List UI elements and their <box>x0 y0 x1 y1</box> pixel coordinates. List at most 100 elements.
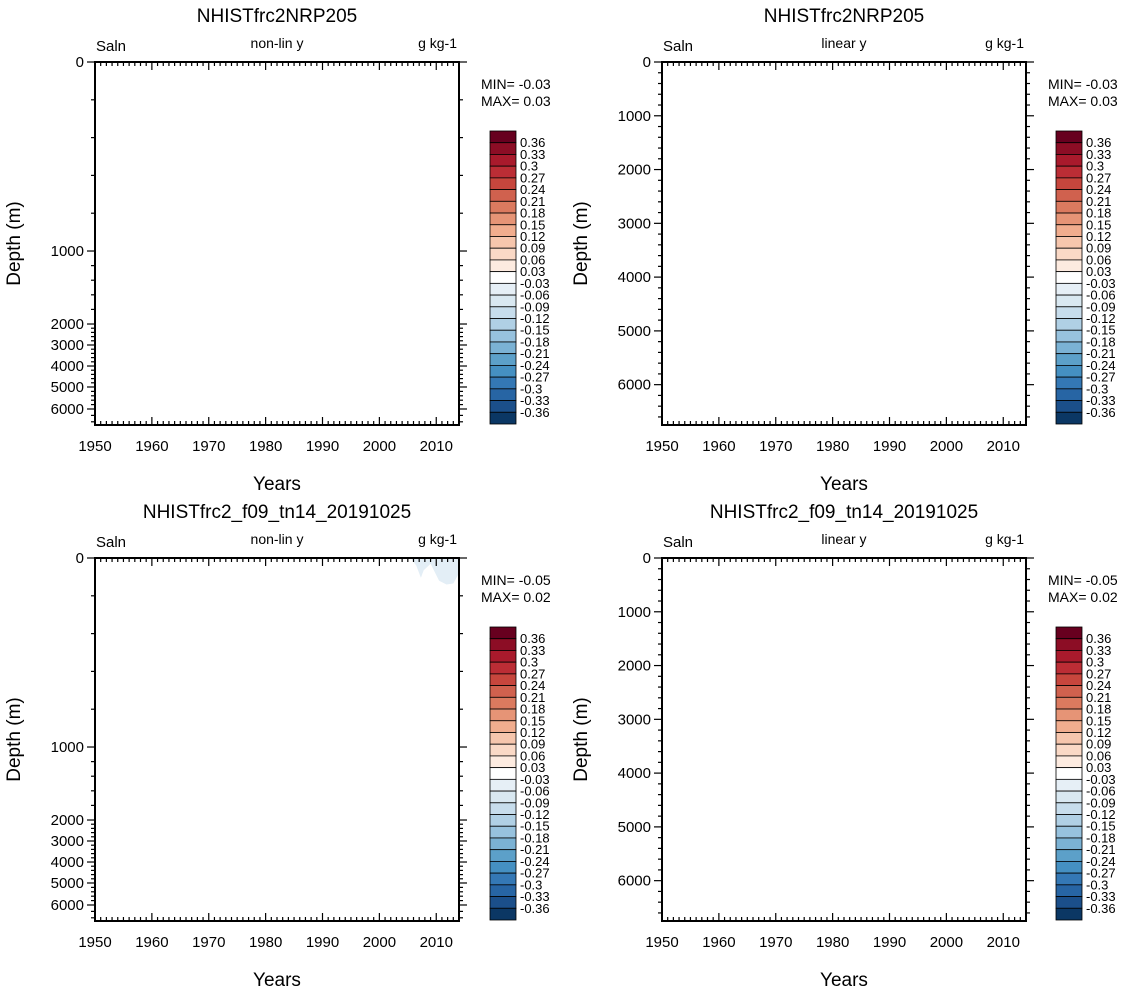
colorbar-swatch <box>489 130 517 144</box>
colorbar-label: 0.36 <box>520 135 545 150</box>
colorbar-swatch <box>1055 861 1083 874</box>
colorbar-swatch <box>1055 907 1083 921</box>
colorbar-label: -0.33 <box>1086 393 1116 408</box>
colorbar: 0.360.330.30.270.240.210.180.150.120.090… <box>1055 626 1116 921</box>
x-tick-label: 1960 <box>135 438 168 455</box>
x-tick-label: 1950 <box>78 934 111 951</box>
colorbar-swatch <box>489 411 517 425</box>
colorbar-swatch <box>1055 259 1083 273</box>
colorbar-label: 0.12 <box>1086 725 1111 740</box>
panel-3: NHISTfrc2_f09_tn14_20191025 Saln non-lin y… <box>4 502 551 991</box>
colorbar-label: 0.33 <box>520 643 545 658</box>
y-tick-label: 5000 <box>618 323 651 340</box>
y-tick-label: 5000 <box>51 875 84 892</box>
colorbar-swatch <box>1055 661 1083 675</box>
x-axis-title: Years <box>820 970 868 991</box>
colorbar-label: 0.15 <box>1086 217 1111 232</box>
colorbar-swatch <box>1055 790 1083 804</box>
x-tick-label: 2000 <box>930 934 963 951</box>
colorbar-swatch <box>489 825 517 839</box>
min-value-label: MIN= -0.03 <box>481 76 551 92</box>
colorbar-label: 0.36 <box>1086 631 1111 646</box>
colorbar-label: -0.12 <box>520 807 550 822</box>
max-value-label: MAX= 0.03 <box>1048 93 1118 109</box>
y-tick-label: 2000 <box>618 162 651 179</box>
colorbar-label: -0.24 <box>1086 358 1116 373</box>
colorbar-swatch <box>489 685 517 698</box>
x-tick-label: 2000 <box>930 438 963 455</box>
variable-label: Saln <box>663 534 693 551</box>
colorbar-swatch <box>489 353 517 366</box>
y-tick-label: 3000 <box>51 833 84 850</box>
colorbar-label: -0.06 <box>520 784 550 799</box>
colorbar-label: -0.18 <box>1086 334 1116 349</box>
chart-title: NHISTfrc2NRP205 <box>764 6 925 27</box>
x-tick-label: 1990 <box>873 934 906 951</box>
colorbar-swatch <box>489 743 517 757</box>
colorbar-label: -0.21 <box>520 346 550 361</box>
colorbar-swatch <box>1055 271 1083 284</box>
colorbar-swatch <box>489 318 517 331</box>
colorbar-label: -0.21 <box>520 842 550 857</box>
colorbar-label: 0.06 <box>520 252 545 267</box>
colorbar-swatch <box>1055 411 1083 425</box>
colorbar-label: -0.36 <box>1086 405 1116 420</box>
colorbar-label: -0.33 <box>520 889 550 904</box>
units-label: g kg-1 <box>985 35 1024 51</box>
colorbar-swatch <box>489 294 517 308</box>
colorbar-swatch <box>489 626 517 640</box>
colorbar-swatch <box>489 142 517 155</box>
colorbar-label: -0.36 <box>1086 901 1116 916</box>
salinity-anomaly-region <box>410 558 459 585</box>
colorbar-swatch <box>1055 224 1083 237</box>
x-tick-label: 1980 <box>816 934 849 951</box>
colorbar-label: -0.18 <box>520 334 550 349</box>
panel-4: NHISTfrc2_f09_tn14_20191025 Saln linear y g… <box>571 502 1118 991</box>
colorbar-swatch <box>1055 400 1083 413</box>
colorbar-label: 0.33 <box>1086 643 1111 658</box>
colorbar-swatch <box>489 638 517 651</box>
colorbar-label: -0.18 <box>520 830 550 845</box>
colorbar-swatch <box>489 341 517 355</box>
x-tick-label: 1990 <box>306 438 339 455</box>
colorbar-label: -0.15 <box>520 819 550 834</box>
colorbar-swatch <box>1055 685 1083 698</box>
x-tick-label: 2010 <box>420 438 453 455</box>
colorbar-label: 0.33 <box>1086 147 1111 162</box>
x-tick-label: 2000 <box>363 934 396 951</box>
chart-title: NHISTfrc2_f09_tn14_20191025 <box>143 502 411 523</box>
y-axis-title: Depth (m) <box>4 697 25 781</box>
variable-label: Saln <box>663 38 693 55</box>
colorbar-swatch <box>489 907 517 921</box>
x-tick-label: 2010 <box>987 438 1020 455</box>
colorbar-label: 0.21 <box>1086 690 1111 705</box>
colorbar-swatch <box>489 189 517 202</box>
colorbar-swatch <box>1055 673 1083 687</box>
chart-title: NHISTfrc2NRP205 <box>197 6 358 27</box>
colorbar-label: 0.18 <box>520 702 545 717</box>
colorbar-swatch <box>489 861 517 874</box>
colorbar-label: 0.18 <box>1086 206 1111 221</box>
colorbar-label: 0.12 <box>520 725 545 740</box>
colorbar-label: 0.15 <box>520 217 545 232</box>
colorbar-swatch <box>489 661 517 675</box>
y-tick-label: 0 <box>76 54 84 71</box>
colorbar-swatch <box>1055 364 1083 378</box>
colorbar-label: 0.09 <box>520 737 545 752</box>
colorbar-label: -0.15 <box>520 323 550 338</box>
colorbar-label: 0.15 <box>520 713 545 728</box>
colorbar-label: -0.09 <box>520 795 550 810</box>
colorbar-swatch <box>1055 814 1083 827</box>
colorbar-swatch <box>1055 236 1083 249</box>
y-tick-label: 1000 <box>51 243 84 260</box>
colorbar-label: 0.15 <box>1086 713 1111 728</box>
colorbar-swatch <box>1055 142 1083 155</box>
y-tick-label: 1000 <box>618 604 651 621</box>
x-tick-label: 1970 <box>759 438 792 455</box>
min-value-label: MIN= -0.05 <box>1048 572 1118 588</box>
colorbar-label: -0.03 <box>520 772 550 787</box>
colorbar-swatch <box>1055 696 1083 710</box>
y-tick-label: 0 <box>76 550 84 567</box>
colorbar-swatch <box>1055 638 1083 651</box>
colorbar-label: 0.03 <box>1086 264 1111 279</box>
